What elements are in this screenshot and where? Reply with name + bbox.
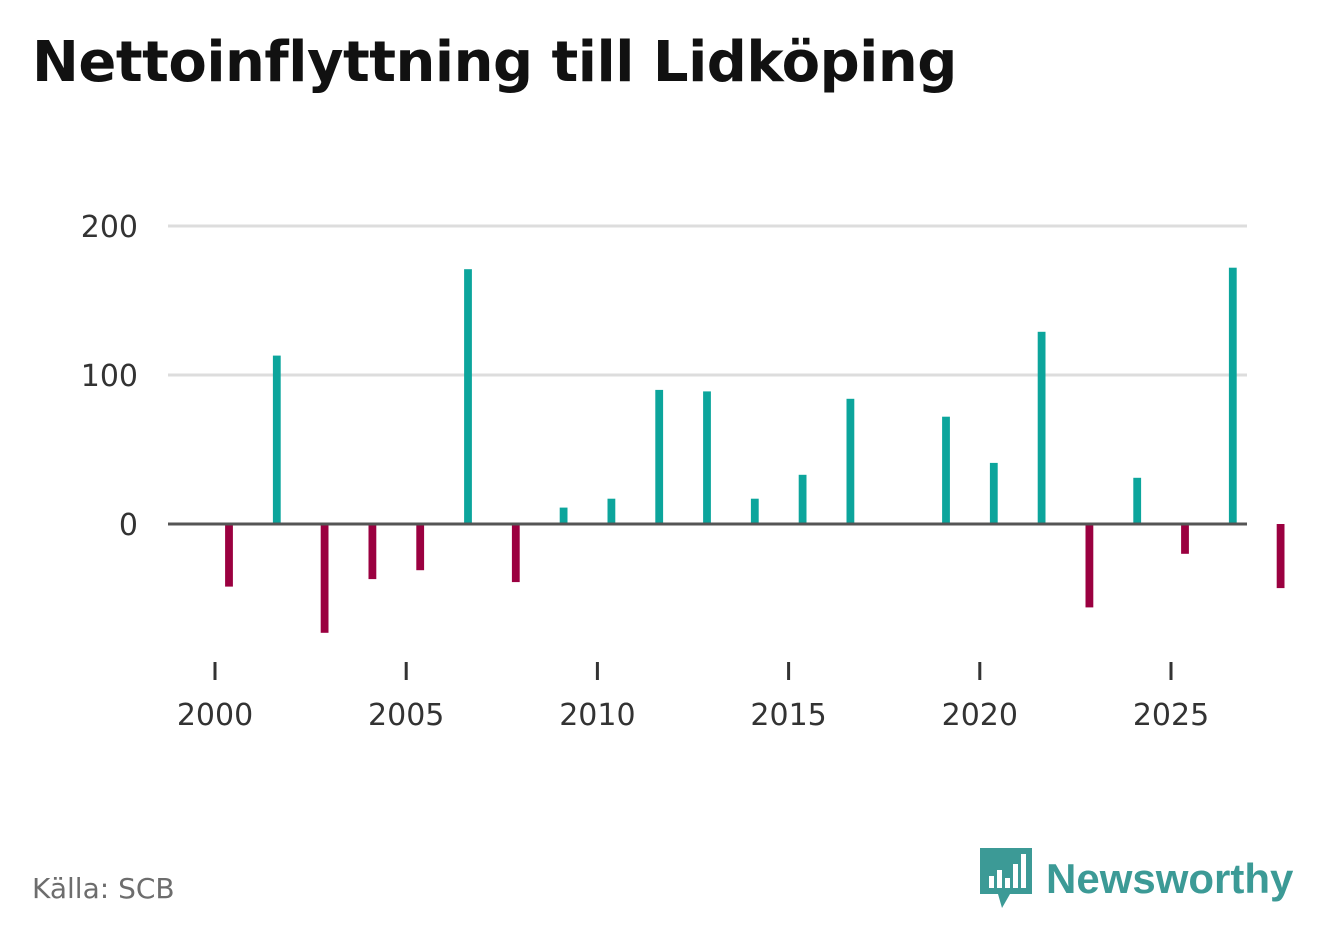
- x-tick-label: 2025: [1133, 698, 1209, 733]
- bar: [1181, 524, 1189, 554]
- x-tick-label: 2015: [750, 698, 826, 733]
- y-tick-label: 200: [81, 210, 138, 245]
- bar: [1085, 524, 1094, 608]
- bar-chart-speech-bubble-icon: [980, 848, 1032, 908]
- bar: [989, 462, 998, 524]
- x-tick-label: 2000: [177, 698, 253, 733]
- bar: [942, 416, 950, 524]
- bar: [225, 524, 233, 587]
- bar: [607, 498, 616, 524]
- x-tick-label: 2005: [368, 698, 444, 733]
- bar: [1133, 477, 1142, 524]
- bar: [1276, 524, 1285, 589]
- bar: [559, 507, 568, 524]
- y-axis-tick-labels: 0 100 200: [81, 210, 138, 543]
- brand-name: Newsworthy: [1046, 855, 1294, 902]
- bar: [655, 389, 664, 524]
- source-label: Källa: SCB: [32, 872, 175, 905]
- bar: [703, 391, 711, 524]
- bars: [225, 267, 1285, 633]
- bar: [1228, 267, 1237, 524]
- newsworthy-logo[interactable]: Newsworthy: [980, 848, 1293, 910]
- bar: [511, 524, 520, 583]
- bar: [464, 269, 472, 524]
- x-tick-label: 2020: [942, 698, 1018, 733]
- bar: [798, 474, 807, 524]
- chart-title: Nettoinflyttning till Lidköping: [32, 30, 957, 95]
- x-tick-label: 2010: [559, 698, 635, 733]
- bar: [320, 524, 329, 633]
- gridlines: [168, 224, 1247, 377]
- bar: [1037, 331, 1046, 524]
- y-tick-label: 100: [81, 359, 138, 394]
- bar-chart: 0 100 200 2000 2005 2010 2015 2020 2025: [81, 210, 1285, 733]
- bar: [368, 524, 377, 580]
- bar: [750, 498, 759, 524]
- y-tick-label: 0: [119, 508, 138, 543]
- bar: [416, 524, 425, 571]
- bar: [272, 355, 281, 524]
- x-axis: 2000 2005 2010 2015 2020 2025: [177, 662, 1209, 733]
- bar: [846, 398, 855, 524]
